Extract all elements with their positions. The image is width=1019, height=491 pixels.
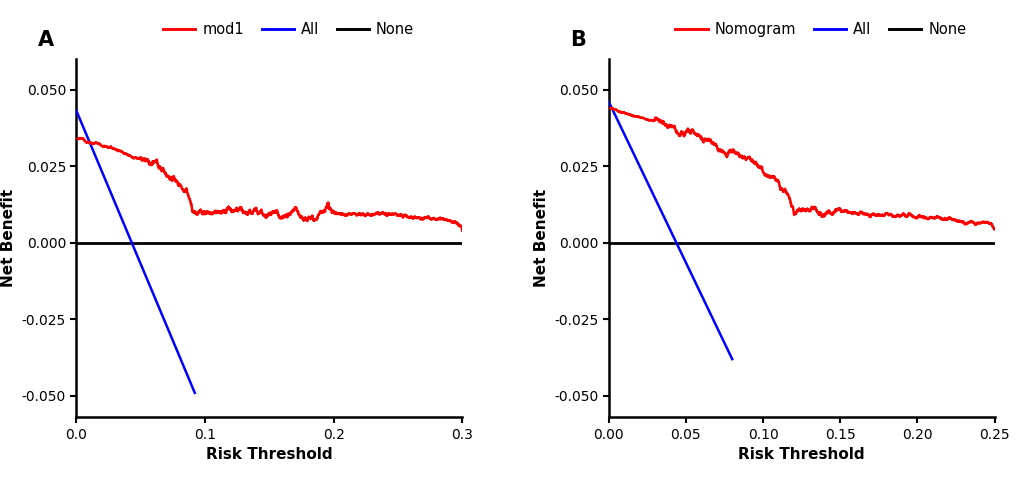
Line: Nomogram: Nomogram — [609, 108, 994, 229]
mod1 — [92, 141, 104, 147]
mod1 — [259, 212, 271, 218]
Y-axis label: Net Benefit: Net Benefit — [533, 189, 548, 287]
Nomogram — [987, 226, 1000, 232]
All — [70, 108, 83, 114]
Nomogram — [604, 105, 616, 111]
Line: All: All — [76, 111, 195, 393]
X-axis label: Risk Threshold: Risk Threshold — [206, 447, 332, 463]
mod1 — [71, 136, 84, 142]
Line: All: All — [608, 102, 732, 359]
mod1 — [444, 218, 457, 224]
Text: B: B — [570, 30, 586, 50]
mod1 — [455, 228, 468, 234]
Nomogram — [976, 219, 988, 225]
Nomogram — [624, 111, 636, 117]
Nomogram — [906, 214, 918, 219]
Legend: mod1, All, None: mod1, All, None — [157, 16, 420, 43]
Nomogram — [603, 106, 615, 111]
All — [189, 390, 201, 396]
mod1 — [73, 135, 86, 141]
Y-axis label: Net Benefit: Net Benefit — [1, 189, 16, 287]
X-axis label: Risk Threshold: Risk Threshold — [738, 447, 864, 463]
Nomogram — [781, 191, 793, 197]
All — [602, 99, 614, 105]
Nomogram — [791, 208, 803, 214]
Line: mod1: mod1 — [77, 138, 462, 231]
Legend: Nomogram, All, None: Nomogram, All, None — [668, 16, 971, 43]
mod1 — [249, 207, 261, 213]
Nomogram — [976, 219, 988, 225]
Text: A: A — [38, 30, 54, 50]
mod1 — [444, 218, 457, 224]
All — [726, 356, 738, 362]
mod1 — [374, 211, 386, 217]
